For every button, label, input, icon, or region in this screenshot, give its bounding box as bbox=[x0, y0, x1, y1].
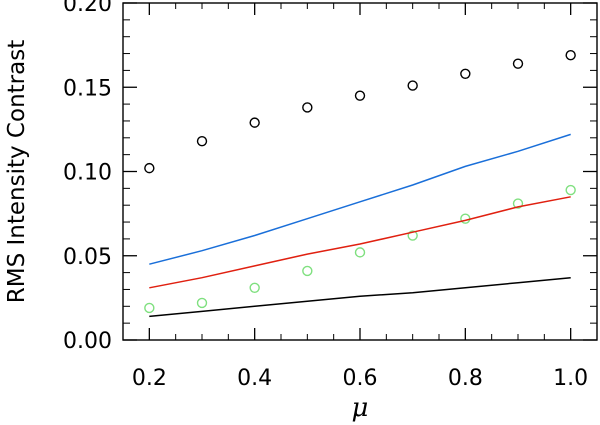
series-point-0 bbox=[196, 135, 208, 147]
series-point-1 bbox=[302, 265, 313, 277]
plot-frame bbox=[122, 2, 598, 341]
x-tick-label: 0.4 bbox=[237, 366, 272, 391]
x-tick-label: 1.0 bbox=[553, 366, 588, 391]
x-axis-title: μ bbox=[352, 393, 369, 423]
series-point-1 bbox=[249, 282, 260, 293]
series-layer bbox=[144, 50, 576, 318]
series-point-0 bbox=[565, 50, 576, 61]
x-tick-label: 0.2 bbox=[132, 366, 167, 391]
series-line-2 bbox=[149, 133, 571, 265]
series-line-4 bbox=[149, 276, 571, 318]
plot-border bbox=[122, 2, 598, 341]
x-tick-label: 0.8 bbox=[448, 366, 483, 391]
y-axis-title: RMS Intensity Contrast bbox=[4, 40, 30, 303]
axis-ticks bbox=[122, 2, 598, 341]
series-point-0 bbox=[512, 58, 524, 69]
y-tick-label: 0.15 bbox=[63, 76, 112, 101]
series-point-1 bbox=[565, 184, 576, 196]
series-point-0 bbox=[354, 90, 366, 101]
series-point-0 bbox=[144, 162, 155, 174]
series-point-0 bbox=[407, 80, 418, 91]
x-tick-label: 0.6 bbox=[343, 366, 378, 391]
series-point-0 bbox=[302, 102, 313, 113]
y-tick-label: 0.05 bbox=[63, 245, 112, 270]
series-point-1 bbox=[196, 297, 208, 309]
y-tick-label: 0.00 bbox=[63, 329, 112, 354]
y-tick-label: 0.10 bbox=[63, 161, 112, 186]
series-point-1 bbox=[407, 230, 418, 241]
series-point-1 bbox=[512, 198, 524, 209]
series-point-0 bbox=[460, 68, 471, 79]
series-point-1 bbox=[144, 302, 155, 314]
series-point-0 bbox=[249, 117, 260, 128]
series-line-3 bbox=[149, 196, 571, 289]
tick-labels: 0.2 0.4 0.6 0.8 1.0 0.00 0.05 0.10 0.15 0.20 bbox=[63, 0, 588, 391]
y-tick-label: 0.20 bbox=[63, 0, 112, 17]
series-point-1 bbox=[354, 247, 366, 258]
